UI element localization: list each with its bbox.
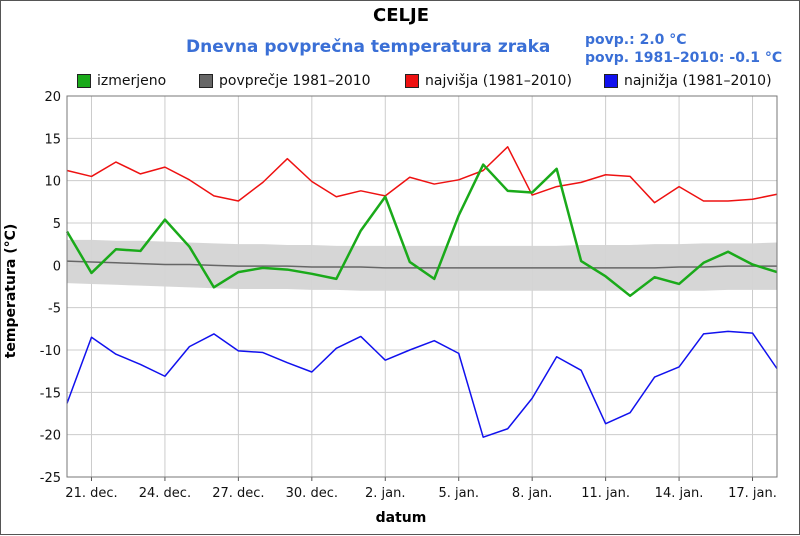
plot-border — [66, 95, 778, 478]
x-tick-label: 27. dec. — [212, 486, 264, 501]
x-axis-label: datum — [375, 510, 427, 526]
x-tick-label: 30. dec. — [286, 486, 338, 501]
y-tick-label: -10 — [40, 344, 61, 359]
chart-title: CELJE — [373, 5, 429, 26]
legend-label-average: povprečje 1981–2010 — [219, 73, 371, 89]
legend-swatch-min — [604, 74, 618, 88]
series-line-max — [66, 146, 778, 204]
series-line-average — [66, 260, 777, 269]
chart-subtitle: Dnevna povprečna temperatura zraka — [186, 37, 551, 57]
series-line-min — [66, 330, 778, 438]
series-line-measured — [65, 163, 778, 298]
x-tick-label: 17. jan. — [728, 486, 777, 501]
x-tick-label: 11. jan. — [581, 486, 630, 501]
x-tick-label: 14. jan. — [655, 486, 704, 501]
y-tick-label: -5 — [48, 302, 61, 317]
y-tick-label: 20 — [44, 90, 61, 105]
y-tick-label: 5 — [53, 217, 61, 232]
x-tick-label: 24. dec. — [139, 486, 191, 501]
stats-box: povp.: 2.0 °C povp. 1981–2010: -0.1 °C — [585, 31, 782, 67]
legend-label-measured: izmerjeno — [97, 73, 167, 89]
legend-item-max[interactable]: najvišja (1981–2010) — [405, 73, 572, 89]
legend-swatch-max — [405, 74, 419, 88]
x-tick-label: 21. dec. — [65, 486, 117, 501]
y-tick-label: 10 — [44, 175, 61, 190]
y-tick-label: -25 — [40, 471, 61, 486]
legend-label-max: najvišja (1981–2010) — [425, 73, 572, 89]
legend-item-average[interactable]: povprečje 1981–2010 — [199, 73, 371, 89]
y-tick-label: -20 — [40, 429, 61, 444]
y-axis-label: temperatura (°C) — [3, 223, 19, 359]
x-tick-label: 8. jan. — [512, 486, 553, 501]
normal-range-band — [67, 239, 777, 291]
legend-item-min[interactable]: najnižja (1981–2010) — [604, 73, 772, 89]
legend-item-measured[interactable]: izmerjeno — [77, 73, 166, 89]
legend: izmerjeno povprečje 1981–2010 najvišja (… — [1, 73, 800, 93]
x-tick-label: 5. jan. — [438, 486, 479, 501]
x-tick-label: 2. jan. — [365, 486, 406, 501]
legend-label-min: najnižja (1981–2010) — [624, 73, 772, 89]
stat-normal: povp. 1981–2010: -0.1 °C — [585, 50, 783, 66]
legend-swatch-measured — [77, 74, 91, 88]
y-tick-label: -15 — [40, 386, 61, 401]
y-tick-label: 15 — [44, 132, 61, 147]
legend-swatch-average — [199, 74, 213, 88]
stat-measured: povp.: 2.0 °C — [585, 32, 687, 48]
y-tick-label: 0 — [53, 259, 61, 274]
